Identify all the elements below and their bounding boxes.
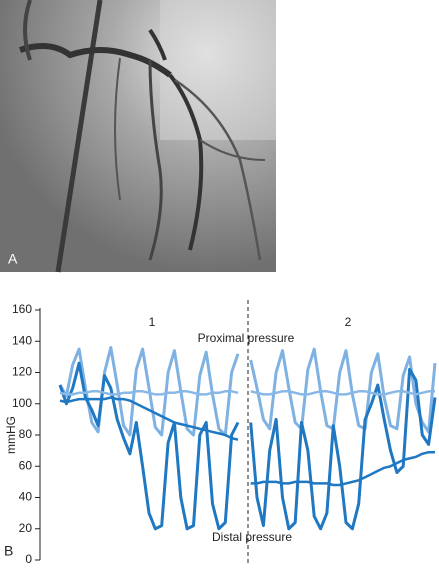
y-tick-label: 60 bbox=[19, 458, 33, 472]
pressure-trace bbox=[58, 346, 437, 437]
annotation: Proximal pressure bbox=[198, 331, 295, 345]
y-tick-label: 40 bbox=[19, 490, 33, 504]
y-axis-label: mmHG bbox=[4, 416, 18, 454]
y-tick-label: 140 bbox=[12, 333, 32, 347]
y-tick-label: 20 bbox=[19, 521, 33, 535]
annotation: 2 bbox=[345, 315, 352, 329]
annotation: Distal pressure bbox=[212, 530, 292, 544]
y-tick-label: 120 bbox=[12, 365, 32, 379]
panel-label: B bbox=[4, 543, 13, 559]
pressure-trace bbox=[58, 361, 437, 531]
y-tick-label: 80 bbox=[19, 427, 33, 441]
y-tick-label: 100 bbox=[12, 396, 32, 410]
annotation: 1 bbox=[149, 315, 156, 329]
y-tick-label: 160 bbox=[12, 302, 32, 316]
panel-label: A bbox=[8, 251, 18, 267]
pressure-trace bbox=[59, 396, 435, 487]
y-tick-label: 0 bbox=[25, 552, 32, 564]
pressure-trace bbox=[59, 390, 435, 396]
angiogram: A bbox=[0, 0, 276, 273]
